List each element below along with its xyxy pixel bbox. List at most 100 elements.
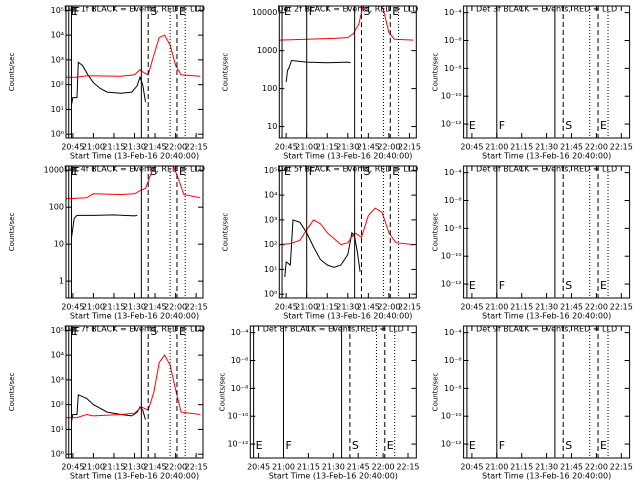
event-label: F [499, 279, 505, 292]
x-tick-label: 21:30 [336, 303, 359, 312]
series-line [71, 214, 138, 238]
y-axis-label: Counts/sec [218, 373, 226, 412]
x-tick-label: 20:45 [61, 303, 84, 312]
event-label: S [352, 439, 359, 452]
event-label: F [286, 439, 292, 452]
event-label: E [71, 5, 78, 18]
x-tick-label: 21:15 [316, 143, 339, 152]
event-label: S [150, 5, 157, 18]
event-label: F [309, 5, 315, 18]
x-tick-label: 20:45 [247, 463, 270, 472]
y-tick-label: 10⁻¹² [441, 440, 462, 449]
series-line [71, 61, 146, 106]
y-tick-label: 10⁰ [51, 130, 64, 139]
y-tick-label: 10⁻¹⁰ [441, 252, 462, 261]
x-tick-label: 21:00 [272, 463, 295, 472]
x-tick-label: 21:30 [336, 143, 359, 152]
event-label: E [600, 279, 607, 292]
y-tick-label: 1000 [257, 46, 277, 55]
panel: E F S E 10⁻¹² 10⁻¹⁰ 10⁻⁸ 10⁻⁶ 10⁻⁴ 20:45 21:00 21:1… [432, 325, 633, 480]
event-label: E [469, 439, 476, 452]
y-tick-label: 10⁻¹² [441, 280, 462, 289]
x-tick-label: 21:45 [357, 303, 380, 312]
event-label: E [387, 439, 394, 452]
x-tick-label: 21:00 [82, 143, 105, 152]
x-tick-label: 22:00 [585, 303, 608, 312]
y-tick-label: 10⁻⁴ [444, 168, 462, 177]
y-tick-label: 10 [267, 122, 277, 131]
x-tick-label: 21:30 [535, 303, 558, 312]
y-axis-label: Counts/sec [432, 213, 440, 252]
x-axis-label: Start Time (13-Feb-16 20:40:00) [482, 152, 611, 161]
y-tick-label: 10⁻⁴ [231, 328, 249, 337]
event-label: S [364, 165, 371, 178]
event-label: F [73, 165, 79, 178]
event-label: S [565, 119, 572, 132]
chart-title: Det 6f BLACK = Events, RED = LLD [476, 165, 617, 174]
y-tick-label: 10³ [51, 375, 64, 384]
x-tick-label: 21:30 [322, 463, 345, 472]
y-tick-label: 10⁻⁶ [444, 196, 462, 205]
y-tick-label: 10⁻⁶ [444, 356, 462, 365]
y-tick-label: 10³ [264, 215, 277, 224]
x-tick-label: 21:45 [144, 463, 167, 472]
y-tick-label: 10² [264, 240, 277, 249]
y-tick-label: 10⁻⁸ [444, 64, 462, 73]
x-tick-label: 20:45 [61, 463, 84, 472]
x-axis-label: Start Time (13-Feb-16 20:40:00) [70, 152, 199, 161]
x-tick-label: 20:45 [61, 143, 84, 152]
x-tick-label: 20:45 [275, 303, 298, 312]
x-tick-label: 21:15 [102, 303, 125, 312]
y-tick-label: 10⁵ [51, 326, 64, 335]
x-tick-label: 22:15 [398, 143, 421, 152]
y-tick-label: 10⁻⁸ [231, 384, 249, 393]
x-tick-label: 21:15 [510, 463, 533, 472]
y-tick-label: 100 [49, 203, 64, 212]
y-tick-label: 10⁻⁶ [444, 36, 462, 45]
x-axis-label: Start Time (13-Feb-16 20:40:00) [283, 152, 412, 161]
y-tick-label: 10² [51, 400, 64, 409]
x-tick-label: 22:00 [585, 143, 608, 152]
x-tick-label: 21:15 [316, 303, 339, 312]
x-tick-label: 21:30 [123, 463, 146, 472]
event-label: F [73, 325, 79, 338]
panel: E F S E 10⁻¹² 10⁻¹⁰ 10⁻⁸ 10⁻⁶ 10⁻⁴ 20:45 21:00 21:1… [218, 325, 419, 480]
x-tick-label: 21:30 [535, 143, 558, 152]
x-tick-label: 22:00 [585, 463, 608, 472]
chart-title: Det 9f BLACK = Events, RED = LLD [476, 325, 617, 334]
event-label: S [150, 325, 157, 338]
x-tick-label: 21:15 [102, 143, 125, 152]
x-tick-label: 20:45 [460, 303, 483, 312]
y-tick-label: 10⁴ [51, 351, 64, 360]
event-label: E [71, 325, 78, 338]
y-axis-label: Counts/sec [8, 213, 16, 252]
y-tick-label: 10¹ [51, 425, 64, 434]
y-tick-label: 10⁵ [51, 6, 64, 15]
event-label: E [600, 439, 607, 452]
event-label: E [256, 439, 263, 452]
chart-title: Det 3f BLACK = Events, RED = LLD [476, 5, 617, 14]
x-tick-label: 21:15 [510, 303, 533, 312]
y-axis-label: Counts/sec [221, 213, 229, 252]
x-tick-label: 21:15 [510, 143, 533, 152]
series-line [285, 59, 351, 82]
event-label: F [73, 5, 79, 18]
x-tick-label: 21:30 [123, 143, 146, 152]
event-label: E [469, 119, 476, 132]
y-tick-label: 10⁰ [51, 450, 64, 459]
chart-title: Det 1f BLACK = Events, RED = LLD [64, 5, 205, 14]
y-tick-label: 10³ [51, 55, 64, 64]
y-tick-label: 10⁻¹⁰ [441, 412, 462, 421]
x-tick-label: 20:45 [275, 143, 298, 152]
y-tick-label: 10⁻⁴ [444, 8, 462, 17]
chart-title: Det 7f BLACK = Events, RED = LLD [64, 325, 205, 334]
event-label: E [469, 279, 476, 292]
event-label: S [565, 279, 572, 292]
y-tick-label: 10⁻¹² [441, 120, 462, 129]
x-tick-label: 21:45 [347, 463, 370, 472]
y-axis-label: Counts/sec [221, 53, 229, 92]
x-axis-label: Start Time (13-Feb-16 20:40:00) [70, 312, 199, 321]
